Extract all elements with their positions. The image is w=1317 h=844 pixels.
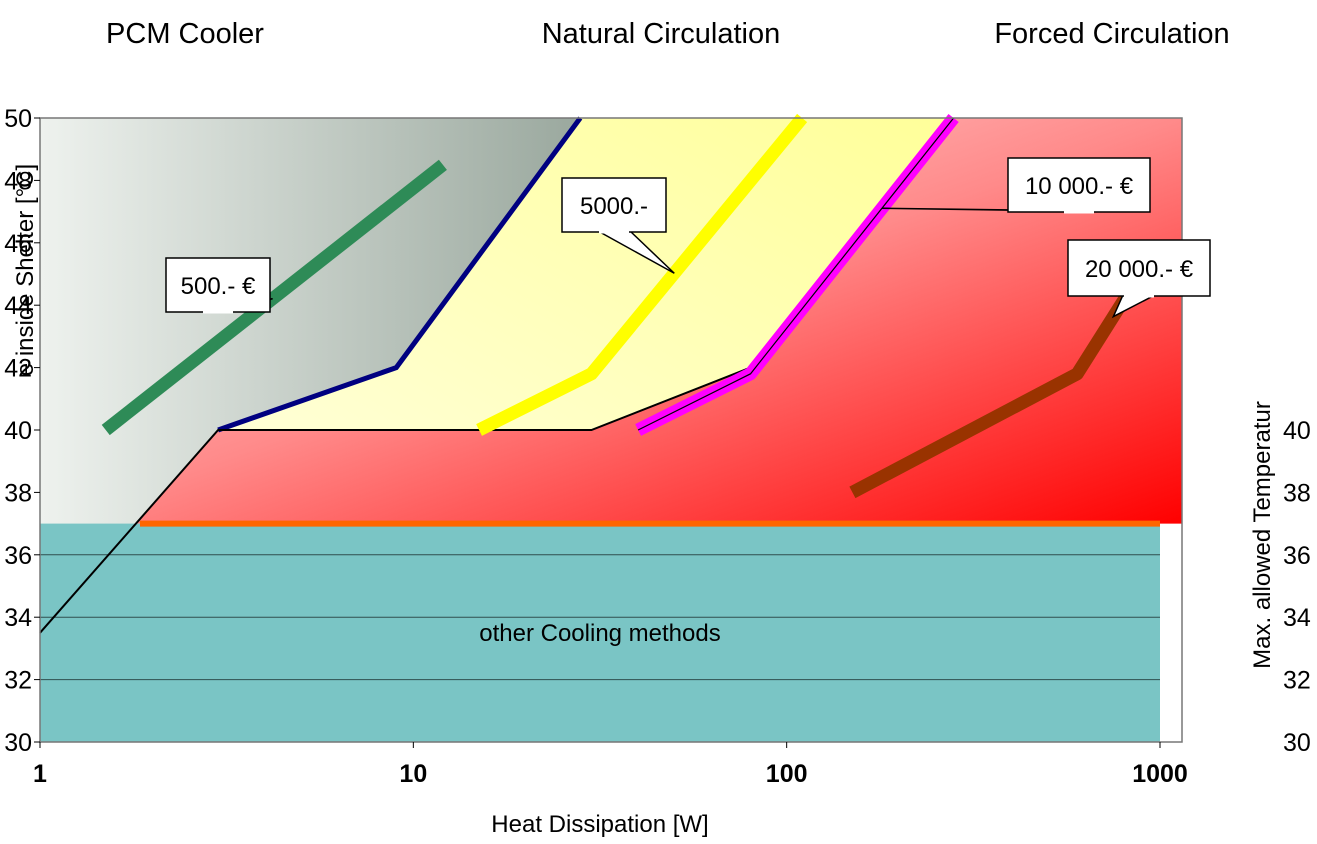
y-tick-label-right: 36 [1283,542,1311,570]
callout-box [561,177,667,233]
y-tick-label-right: 34 [1283,604,1311,632]
y-tick-label: 40 [4,417,32,445]
legend-pcm-label: PCM Cooler [106,18,264,50]
x-tick-label: 100 [766,760,808,788]
y-tick-label-right: 30 [1283,729,1311,757]
series-line-0 [101,159,447,436]
natural-region [40,118,954,633]
legend-natural-label: Natural Circulation [541,18,781,50]
y-tick-label: 48 [4,167,32,195]
y-tick-label: 34 [4,604,32,632]
legend-natural-circulation: Natural Circulation [510,0,812,84]
callout-label: 20 000.- € [1085,256,1194,283]
callout-box [165,257,271,313]
y-tick-label: 42 [4,355,32,383]
legend-forced-label: Forced Circulation [994,18,1230,50]
x-tick-label: 10 [399,760,427,788]
y-axis-right: 40 38 36 34 32 30 [1283,417,1311,757]
y-axis-left: 50 48 46 44 42 40 38 36 34 32 30 [4,105,40,757]
y-tick-label: 46 [4,230,32,258]
other-cooling-label: other Cooling methods [479,620,720,647]
y-axis-title: e inside Shelter [°C] [12,164,39,376]
y-tick-label-right: 38 [1283,479,1311,507]
callout-box [1067,239,1211,297]
y-tick-label: 44 [4,292,32,320]
legend-pcm-cooler: PCM Cooler [78,0,292,84]
y-axis-title-right: Max. allowed Temperatur [1249,401,1276,669]
y-tick-label-right: 32 [1283,667,1311,695]
callout-label: 5000.- [580,193,648,220]
y-tick-label: 36 [4,542,32,570]
series-line-1 [476,113,808,436]
pcm-region [40,118,581,633]
other-cooling-region [40,523,1160,742]
y-tick-label: 38 [4,479,32,507]
y-tick-label: 32 [4,667,32,695]
regions-layer [40,118,1182,742]
callout-label: 500.- € [181,273,256,300]
y-tick-label: 30 [4,729,32,757]
gridlines [40,554,1160,681]
callouts-layer: 500.- € 5000.- 10 000.- € 20 000.- € [165,157,1211,319]
series-line-outline [637,117,955,431]
y-tick-label-right: 40 [1283,417,1311,445]
y-tick-label: 50 [4,105,32,133]
callout-label: 10 000.- € [1025,173,1134,200]
x-axis: 1 10 100 1000 [33,742,1188,788]
x-tick-label: 1000 [1132,760,1188,788]
x-axis-title: Heat Dissipation [W] [491,811,708,838]
legend-forced-circulation: Forced Circulation [963,0,1261,84]
x-tick-label: 1 [33,760,47,788]
boundary-pcm-natural-accent [217,116,583,433]
